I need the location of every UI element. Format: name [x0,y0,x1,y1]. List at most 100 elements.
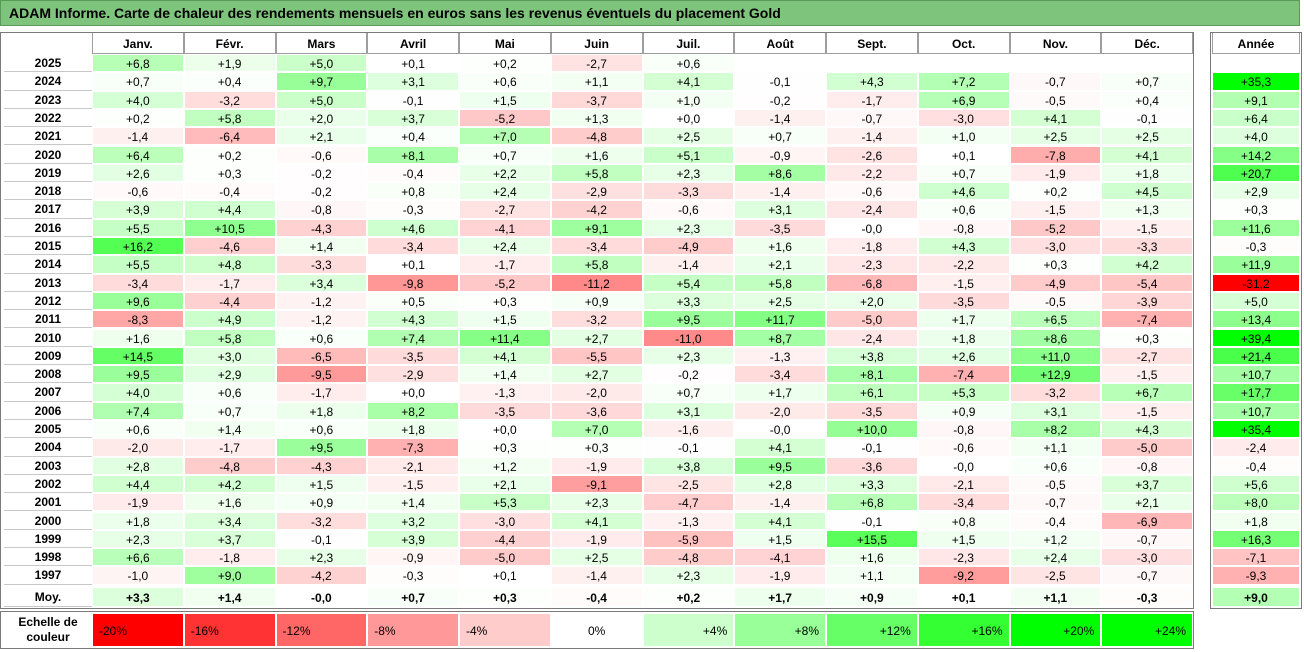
year-label: 2005 [4,420,92,439]
average-cell: +3,3 [92,586,184,607]
heatmap-cell: -4,4 [183,291,276,311]
heatmap-cell: -2,5 [642,474,735,494]
year-label: 2019 [4,164,92,183]
scale-label: Echelle de couleur [4,615,92,645]
year-label: 2014 [4,255,92,274]
heatmap-cell: -7,3 [367,438,459,457]
heatmap-cell: +0,7 [92,72,184,91]
heatmap-cell: -11,0 [642,328,735,347]
heatmap-cell: -3,0 [459,511,551,530]
heatmap-cell: -1,9 [92,493,184,512]
month-header: Juin [550,32,643,54]
heatmap-cell: +1,3 [1101,200,1193,219]
heatmap-cell: +2,5 [642,127,735,146]
heatmap-cell: +6,8 [92,54,184,73]
heatmap-cell: -0,9 [734,145,826,164]
year-label: 2006 [4,402,92,420]
heatmap-cell: +1,2 [1009,529,1102,549]
heatmap-cell: -3,2 [1009,383,1102,402]
heatmap-cell: -1,3 [459,383,551,402]
annual-cell: +13,4 [1212,310,1300,329]
heatmap-cell: +0,9 [275,493,368,512]
heatmap-cell: +0,1 [917,145,1010,164]
heatmap-cell: -1,4 [550,566,643,585]
heatmap-cell: +5,1 [642,145,735,164]
heatmap-cell: -1,5 [1101,401,1193,420]
heatmap-cell: +9,0 [183,566,276,585]
month-header: Juil. [642,32,735,54]
heatmap-cell: +3,7 [1101,474,1193,494]
heatmap-cell: -5,4 [1101,273,1193,292]
annual-cell: +35,3 [1212,72,1300,91]
annual-cell: +16,3 [1212,529,1300,549]
heatmap-cell: +1,6 [550,145,643,164]
heatmap-cell: +2,5 [734,291,826,311]
year-label: 2003 [4,457,92,475]
heatmap-cell: +0,3 [1101,328,1193,347]
heatmap-cell: -1,5 [1101,365,1193,384]
heatmap-cell: +0,2 [459,54,551,73]
scale-swatch: +24% [1101,612,1193,647]
heatmap-cell: -0,3 [367,566,459,585]
heatmap-cell: +0,0 [642,108,735,128]
annual-cell: +5,0 [1212,291,1300,311]
heatmap-cell: +2,1 [1101,493,1193,512]
heatmap-cell: -3,4 [917,493,1010,512]
annual-cell: +17,7 [1212,383,1300,402]
heatmap-cell: -3,4 [92,273,184,292]
heatmap-cell: -2,5 [1009,566,1102,585]
heatmap-cell: +0,7 [734,127,826,146]
heatmap-cell: +2,5 [1009,127,1102,146]
heatmap-cell: +5,0 [275,54,368,73]
annual-cell [1212,54,1300,73]
annual-cell: +4,0 [1212,127,1300,146]
heatmap-cell: +1,5 [734,529,826,549]
heatmap-cell: -5,0 [1101,438,1193,457]
heatmap-cell: +2,4 [459,237,551,256]
heatmap-cell: +0,6 [275,420,368,439]
year-label: 2018 [4,182,92,201]
chart-title: ADAM Informe. Carte de chaleur des rende… [0,0,1300,26]
heatmap-cell: -4,1 [734,548,826,567]
heatmap-cell: -3,0 [1101,548,1193,567]
heatmap-cell: -3,9 [1101,291,1193,311]
heatmap-cell: -4,9 [1009,273,1102,292]
heatmap-cell: +2,4 [1009,548,1102,567]
heatmap-cell: -0,2 [275,163,368,183]
year-label: 2001 [4,493,92,512]
heatmap-cell: -2,2 [826,163,918,183]
heatmap-cell: -2,0 [734,401,826,420]
heatmap-cell: -0,1 [826,438,918,457]
heatmap-cell: +0,6 [92,420,184,439]
month-header: Août [734,32,826,54]
heatmap-cell: -0,7 [1009,493,1102,512]
year-label: 2023 [4,91,92,109]
heatmap-cell: -4,9 [642,237,735,256]
heatmap-cell: +0,0 [459,420,551,439]
heatmap-cell: -1,2 [275,291,368,311]
annual-cell: -2,4 [1212,438,1300,457]
heatmap-cell: -6,9 [1101,511,1193,530]
heatmap-cell: +4,0 [92,383,184,402]
heatmap-cell: -0,7 [1101,529,1193,549]
heatmap-cell: -0,4 [183,182,276,201]
heatmap-cell: +1,1 [826,566,918,585]
month-header: Sept. [826,32,918,54]
heatmap-cell: +6,8 [826,493,918,512]
heatmap-cell: +4,0 [92,90,184,109]
heatmap-cell: +2,5 [550,548,643,567]
heatmap-cell: +0,3 [1009,255,1102,274]
heatmap-cell: -1,7 [826,90,918,109]
heatmap-cell: -0,6 [275,145,368,164]
heatmap-cell: +0,6 [917,200,1010,219]
heatmap-cell: +2,0 [275,108,368,128]
year-label: 1999 [4,530,92,549]
heatmap-cell: +7,4 [367,328,459,347]
year-label: 2007 [4,383,92,402]
heatmap-cell: +7,0 [550,420,643,439]
heatmap-cell: -0,7 [1101,566,1193,585]
average-cell: -0,3 [1101,586,1193,607]
year-label: 2008 [4,365,92,384]
heatmap-cell: +0,8 [917,511,1010,530]
year-label: 2017 [4,200,92,219]
